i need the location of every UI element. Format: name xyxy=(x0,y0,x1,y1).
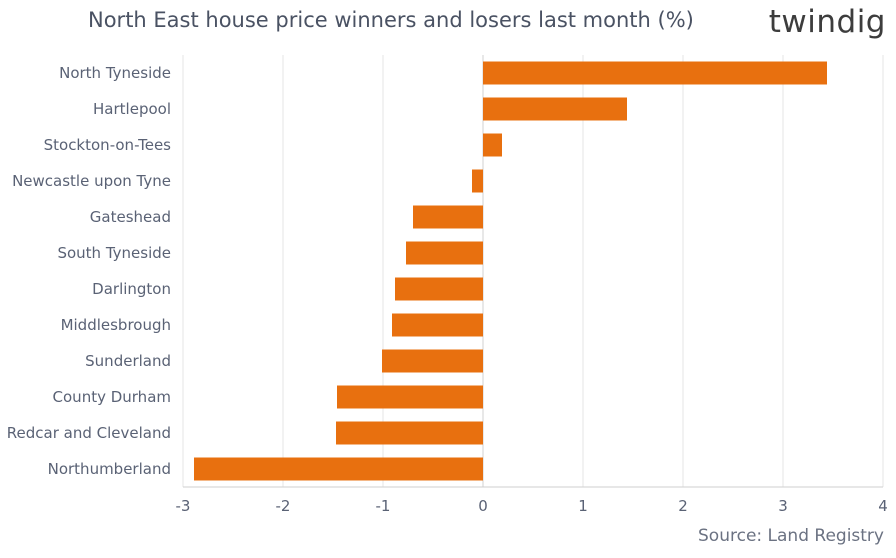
category-label: North Tyneside xyxy=(59,64,171,82)
category-label: Sunderland xyxy=(85,352,171,370)
bar xyxy=(483,61,827,85)
category-label: Redcar and Cleveland xyxy=(7,424,171,442)
category-label: Stockton-on-Tees xyxy=(44,136,172,154)
category-label: Northumberland xyxy=(48,460,171,478)
x-tick-label: -3 xyxy=(176,497,191,515)
source-note: Source: Land Registry xyxy=(698,526,884,546)
bar xyxy=(483,97,627,121)
bar xyxy=(382,349,483,373)
bar xyxy=(392,313,483,337)
x-tick-label: 0 xyxy=(478,497,488,515)
x-tick-label: -1 xyxy=(376,497,391,515)
x-tick-label: 4 xyxy=(878,497,888,515)
x-tick-label: 1 xyxy=(578,497,588,515)
category-label: Middlesbrough xyxy=(61,316,171,334)
chart-title: North East house price winners and loser… xyxy=(88,8,694,32)
bar xyxy=(406,241,483,265)
category-label: Darlington xyxy=(92,280,171,298)
x-tick-labels: -3 -2 -1 0 1 2 3 4 xyxy=(176,497,888,515)
category-label: County Durham xyxy=(53,388,171,406)
category-labels: North Tyneside Hartlepool Stockton-on-Tees… xyxy=(7,64,171,478)
bar xyxy=(337,385,483,409)
category-label: Newcastle upon Tyne xyxy=(12,172,171,190)
bar xyxy=(413,205,483,229)
grid-lines xyxy=(182,55,884,488)
bar xyxy=(194,457,483,481)
bar xyxy=(336,421,483,445)
x-tick-label: 3 xyxy=(778,497,788,515)
category-label: Hartlepool xyxy=(93,100,171,118)
bars xyxy=(194,61,827,481)
bar xyxy=(483,133,502,157)
category-label: Gateshead xyxy=(90,208,171,226)
bar xyxy=(395,277,483,301)
bar xyxy=(472,169,483,193)
twindig-logo: twindig xyxy=(768,4,886,40)
x-tick-label: -2 xyxy=(276,497,291,515)
x-tick-label: 2 xyxy=(678,497,688,515)
category-label: South Tyneside xyxy=(57,244,171,262)
